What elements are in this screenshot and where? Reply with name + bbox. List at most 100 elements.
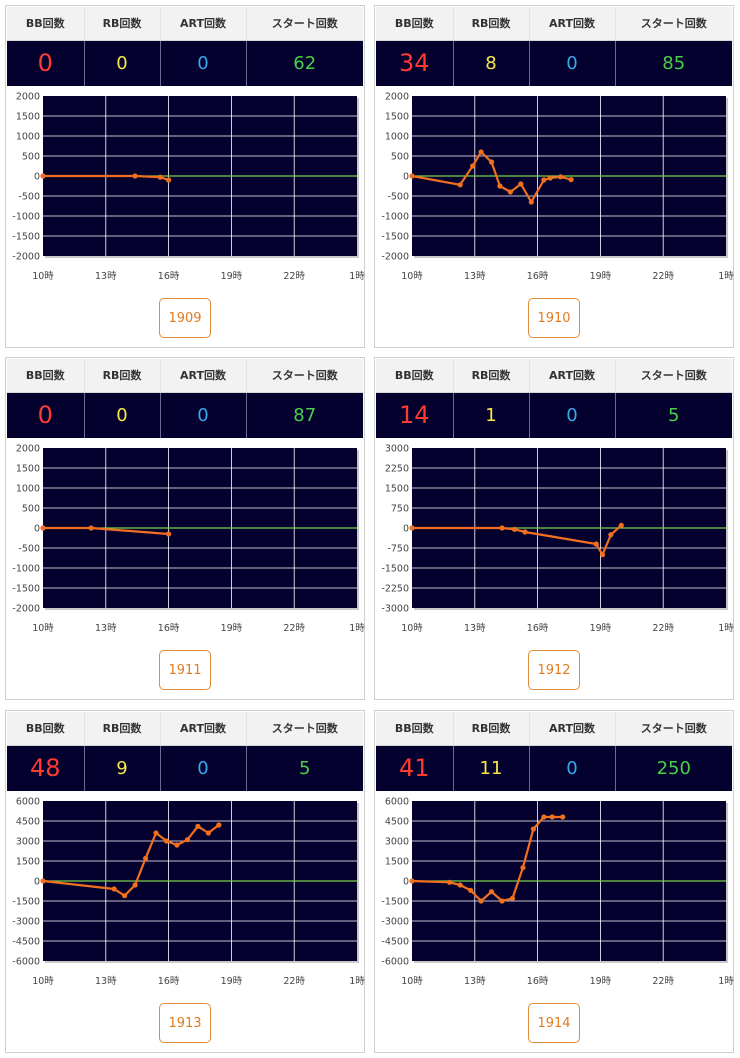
y-tick-label: 500: [22, 504, 40, 515]
y-tick-label: -3000: [381, 604, 409, 615]
data-point: [488, 159, 495, 165]
start-header: スタート回数: [615, 712, 732, 746]
x-tick-label: 13時: [464, 271, 486, 282]
y-tick-label: -1000: [12, 564, 40, 575]
machine-id-button[interactable]: 1913: [159, 1003, 211, 1043]
y-tick-label: 2000: [16, 92, 40, 103]
start-count: 5: [246, 745, 363, 791]
series-line: [43, 174, 169, 182]
data-point: [530, 826, 537, 832]
y-tick-label: 1000: [16, 132, 40, 143]
x-tick-label: 13時: [464, 976, 486, 987]
x-tick-label: 19時: [221, 976, 243, 987]
x-tick-label: 19時: [590, 271, 612, 282]
data-point: [522, 529, 528, 535]
data-point: [618, 522, 624, 528]
y-tick-label: 1500: [385, 857, 409, 868]
bb-count: 34: [376, 40, 454, 86]
data-point: [558, 174, 564, 180]
x-tick-label: 19時: [590, 976, 612, 987]
rb-count: 0: [84, 392, 161, 438]
y-tick-label: -6000: [12, 957, 40, 968]
data-point: [122, 893, 128, 899]
machine-id-button[interactable]: 1914: [528, 1003, 580, 1043]
art-header: ART回数: [529, 7, 616, 41]
y-tick-label: 6000: [16, 797, 40, 808]
bb-count: 0: [7, 392, 85, 438]
y-tick-label: -2000: [12, 252, 40, 263]
stats-table: BB回数 RB回数 ART回数 スタート回数 34 8 0 85: [376, 7, 732, 86]
data-point: [40, 525, 46, 531]
y-tick-label: 3000: [385, 444, 409, 455]
data-point: [409, 878, 415, 884]
y-tick-label: -3000: [12, 917, 40, 928]
x-tick-label: 1時: [349, 623, 365, 634]
y-tick-label: 1000: [385, 132, 409, 143]
start-count: 62: [246, 40, 363, 86]
x-tick-label: 22時: [652, 976, 674, 987]
data-point: [142, 855, 149, 861]
data-point: [216, 822, 222, 828]
y-tick-label: 2000: [385, 92, 409, 103]
y-tick-label: -3000: [381, 917, 409, 928]
data-point: [153, 830, 159, 836]
bb-count: 14: [376, 392, 454, 438]
data-point: [457, 882, 463, 888]
y-tick-label: -1000: [12, 212, 40, 223]
start-count: 87: [246, 392, 363, 438]
data-point: [88, 525, 94, 531]
x-tick-label: 22時: [652, 623, 674, 634]
start-header: スタート回数: [615, 359, 732, 393]
machine-card: BB回数 RB回数 ART回数 スタート回数 14 1 0 5 3000 2250 1500 750 0…: [374, 357, 734, 700]
y-tick-label: 750: [391, 504, 409, 515]
machine-id-button[interactable]: 1910: [528, 298, 580, 338]
data-point: [166, 531, 172, 537]
line-chart: 3000 2250 1500 750 0 -750 -1500 -2250 -3000 10時 13…: [381, 444, 734, 635]
bb-header: BB回数: [7, 712, 85, 746]
machine-card: BB回数 RB回数 ART回数 スタート回数 34 8 0 85 2000 1500 1000 500…: [374, 5, 734, 348]
rb-header: RB回数: [84, 712, 161, 746]
y-tick-label: 500: [22, 152, 40, 163]
machine-id-button[interactable]: 1909: [159, 298, 211, 338]
x-tick-label: 10時: [401, 271, 423, 282]
x-tick-label: 1時: [349, 271, 365, 282]
bb-header: BB回数: [7, 7, 85, 41]
x-tick-label: 10時: [32, 976, 54, 987]
y-tick-label: -750: [387, 544, 409, 555]
art-count: 0: [529, 40, 616, 86]
line-chart: 2000 1500 1000 500 0 -500 -1000 -1500 -2000 10時 13…: [381, 92, 734, 283]
start-count: 250: [615, 745, 732, 791]
y-tick-label: 1000: [16, 484, 40, 495]
data-point: [549, 814, 555, 820]
rb-count: 11: [453, 745, 530, 791]
data-point: [163, 838, 170, 844]
y-tick-label: 1500: [16, 112, 40, 123]
y-tick-label: 3000: [385, 837, 409, 848]
y-tick-label: -500: [18, 544, 40, 555]
stats-table: BB回数 RB回数 ART回数 スタート回数 14 1 0 5: [376, 359, 732, 438]
rb-count: 1: [453, 392, 530, 438]
data-point: [195, 823, 201, 829]
machine-id-button[interactable]: 1912: [528, 650, 580, 690]
art-count: 0: [160, 745, 247, 791]
rb-count: 9: [84, 745, 161, 791]
data-point: [166, 177, 172, 183]
data-point: [547, 175, 553, 181]
y-tick-label: 0: [34, 877, 40, 888]
data-point: [478, 898, 484, 904]
data-point: [184, 837, 191, 843]
y-tick-label: -4500: [12, 937, 40, 948]
x-tick-label: 13時: [464, 623, 486, 634]
rb-header: RB回数: [84, 7, 161, 41]
bb-header: BB回数: [376, 359, 454, 393]
data-point: [541, 177, 547, 183]
machine-id-button[interactable]: 1911: [159, 650, 211, 690]
x-tick-label: 13時: [95, 976, 117, 987]
start-count: 85: [615, 40, 732, 86]
y-tick-label: -4500: [381, 937, 409, 948]
x-tick-label: 22時: [283, 976, 305, 987]
data-point: [488, 889, 495, 895]
y-tick-label: 1500: [385, 112, 409, 123]
x-tick-label: 16時: [158, 976, 180, 987]
data-point: [499, 898, 505, 904]
